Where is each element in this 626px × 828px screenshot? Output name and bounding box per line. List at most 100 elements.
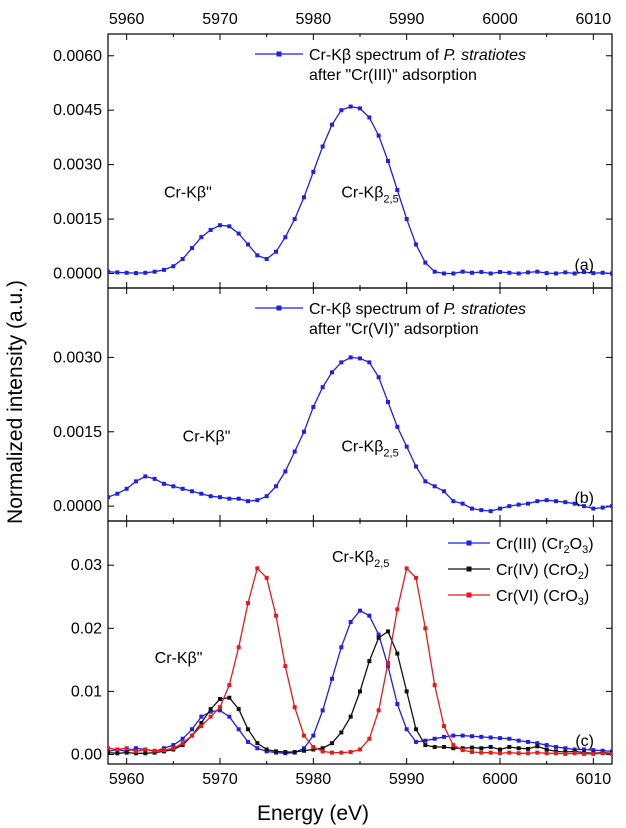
data-point bbox=[348, 355, 353, 360]
data-point bbox=[470, 745, 474, 750]
data-point bbox=[358, 689, 362, 694]
data-point bbox=[460, 733, 465, 738]
data-point bbox=[423, 479, 428, 484]
data-point bbox=[572, 501, 577, 506]
peak-annotation: Cr-Kβ2,5 bbox=[341, 184, 398, 205]
data-point bbox=[544, 271, 549, 276]
data-point bbox=[582, 747, 586, 752]
data-point bbox=[526, 270, 530, 275]
data-point bbox=[470, 270, 474, 275]
data-point bbox=[330, 741, 334, 746]
legend-label-subscript: 3 bbox=[578, 596, 584, 608]
data-point bbox=[516, 746, 521, 751]
data-point bbox=[152, 269, 157, 274]
legend-label: Cr(IV) (CrO2) bbox=[496, 562, 589, 582]
data-point bbox=[535, 750, 540, 755]
y-tick-label: 0.0045 bbox=[53, 102, 102, 119]
data-point bbox=[311, 169, 316, 174]
data-point bbox=[432, 744, 437, 749]
data-point bbox=[246, 727, 250, 732]
data-point bbox=[330, 370, 334, 375]
data-point bbox=[330, 676, 334, 681]
data-point bbox=[563, 746, 568, 751]
data-point bbox=[180, 741, 185, 746]
panel-tag: (a) bbox=[574, 257, 594, 274]
bottom-energy-axis: 5960 5970 5980 5990 6000 6010 bbox=[109, 771, 611, 788]
data-point bbox=[451, 746, 456, 751]
series-1 bbox=[108, 355, 612, 514]
data-point bbox=[264, 575, 269, 580]
data-point bbox=[246, 601, 250, 606]
data-point bbox=[386, 159, 390, 163]
data-point bbox=[358, 356, 362, 361]
data-point bbox=[171, 264, 176, 269]
data-point bbox=[395, 188, 400, 193]
data-point bbox=[395, 651, 400, 656]
data-point bbox=[544, 747, 549, 752]
bottom-x-tick-label: 5990 bbox=[389, 771, 425, 788]
data-point bbox=[264, 256, 269, 261]
data-point bbox=[470, 750, 474, 755]
y-axis-label: Normalized intensity (a.u.) bbox=[4, 280, 27, 524]
data-point bbox=[554, 271, 558, 276]
y-tick-label: 0.0000 bbox=[53, 498, 102, 515]
data-point bbox=[507, 736, 512, 741]
data-point bbox=[358, 747, 362, 752]
data-point bbox=[115, 491, 120, 496]
top-x-tick-label: 6000 bbox=[482, 11, 518, 28]
top-x-tick-label: 5970 bbox=[202, 11, 238, 28]
bottom-x-tick-label: 5980 bbox=[296, 771, 332, 788]
legend-label-text: Cr(III) (Cr bbox=[496, 536, 564, 553]
data-point bbox=[526, 751, 530, 756]
legend-label-line2: after "Cr(VI)" adsorption bbox=[309, 321, 479, 338]
data-point bbox=[124, 750, 129, 755]
data-point bbox=[302, 733, 306, 738]
data-point bbox=[283, 750, 288, 755]
legend: Cr-Kβ spectrum of P. stratiotes after "Cr… bbox=[255, 47, 526, 84]
peak-annotation-subscript: 2,5 bbox=[374, 558, 389, 570]
legend-label-text: Cr(VI) (CrO bbox=[496, 588, 578, 605]
data-point bbox=[339, 730, 344, 735]
data-point bbox=[264, 494, 269, 499]
legend-label-subscript: 2 bbox=[578, 570, 584, 582]
series-line bbox=[108, 609, 612, 754]
legend-label-subscript: 2 bbox=[564, 544, 570, 556]
series-1 bbox=[108, 608, 612, 756]
data-point bbox=[236, 496, 241, 501]
legend-label-text: O bbox=[570, 536, 582, 553]
data-point bbox=[358, 106, 362, 111]
data-point bbox=[544, 751, 549, 756]
data-point bbox=[227, 496, 232, 501]
legend-marker bbox=[276, 51, 282, 57]
top-energy-axis: 5960 5970 5980 5990 6000 6010 bbox=[109, 11, 611, 28]
top-x-tick-label: 5960 bbox=[109, 11, 145, 28]
data-point bbox=[143, 270, 148, 275]
data-point bbox=[283, 469, 288, 474]
data-point bbox=[320, 708, 325, 713]
data-point bbox=[292, 217, 297, 222]
data-point bbox=[442, 744, 446, 749]
panel-c: 0.00 0.01 0.02 0.03 Cr-Kβ" Cr-Kβ2,5 (c) Cr(III)… bbox=[71, 520, 613, 765]
data-point bbox=[423, 743, 428, 748]
data-point bbox=[339, 108, 344, 113]
top-x-tick-label: 5980 bbox=[296, 11, 332, 28]
data-point bbox=[414, 242, 418, 247]
peak-annotation-subscript: 2,5 bbox=[383, 193, 398, 205]
data-point bbox=[218, 696, 222, 701]
data-point bbox=[152, 476, 157, 481]
data-point bbox=[199, 235, 204, 240]
bottom-x-tick-label: 6010 bbox=[576, 771, 612, 788]
data-point bbox=[124, 270, 129, 275]
data-point bbox=[376, 632, 381, 637]
bottom-x-tick-label: 5970 bbox=[202, 771, 238, 788]
data-point bbox=[236, 231, 241, 236]
data-point bbox=[134, 749, 138, 754]
data-point bbox=[190, 727, 194, 732]
peak-annotation-subscript: 2,5 bbox=[383, 448, 398, 460]
data-point bbox=[516, 271, 521, 276]
data-point bbox=[591, 751, 596, 756]
data-point bbox=[218, 223, 222, 228]
legend-marker bbox=[276, 305, 282, 311]
data-point bbox=[376, 708, 381, 713]
data-point bbox=[218, 708, 222, 713]
